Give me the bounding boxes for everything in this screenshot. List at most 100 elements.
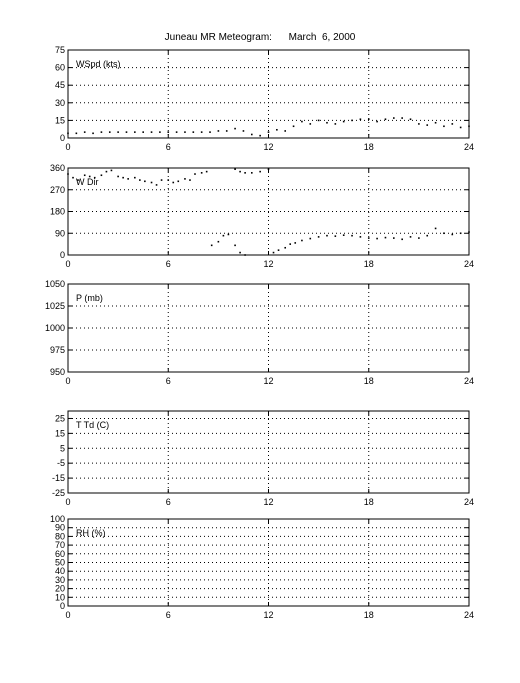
data-point (100, 131, 103, 133)
data-point (122, 176, 124, 179)
data-point (418, 237, 420, 239)
data-point (451, 123, 454, 125)
y-tick-label: 15 (55, 428, 65, 438)
data-point (227, 233, 230, 236)
data-point (172, 181, 175, 184)
x-tick-label: 0 (65, 259, 70, 269)
x-tick-label: 24 (464, 142, 474, 152)
data-point (301, 120, 303, 123)
panel-label: RH (%) (76, 528, 106, 538)
y-tick-label: 15 (55, 115, 65, 125)
x-tick-label: 12 (263, 142, 273, 152)
data-point (376, 120, 378, 123)
data-point (351, 119, 353, 122)
data-point (276, 128, 278, 131)
data-point (326, 234, 328, 237)
y-tick-label: 70 (55, 540, 65, 550)
y-tick-label: 30 (55, 575, 65, 585)
x-tick-label: 18 (364, 610, 374, 620)
data-point (259, 134, 261, 137)
y-tick-label: 950 (50, 367, 65, 377)
data-point (459, 232, 462, 235)
data-point (393, 117, 395, 119)
data-point (177, 180, 180, 183)
data-point (184, 131, 186, 133)
data-point (409, 118, 412, 121)
data-point (175, 131, 178, 133)
panel-label: P (mb) (76, 293, 103, 303)
x-tick-label: 12 (263, 259, 273, 269)
data-point (443, 125, 445, 128)
x-tick-label: 12 (263, 376, 273, 386)
data-point (134, 131, 136, 133)
x-tick-label: 24 (464, 376, 474, 386)
data-point (393, 237, 395, 239)
data-point (139, 179, 141, 181)
y-tick-label: 10 (55, 592, 65, 602)
data-point (367, 237, 370, 239)
data-point (359, 118, 362, 121)
y-tick-label: 1000 (45, 323, 65, 333)
data-point (83, 174, 86, 177)
x-tick-label: 18 (364, 376, 374, 386)
y-tick-label: 0 (60, 250, 65, 260)
y-tick-label: 40 (55, 566, 65, 576)
y-tick-label: 975 (50, 345, 65, 355)
x-tick-label: 24 (464, 259, 474, 269)
data-point (88, 175, 91, 178)
data-point (222, 234, 225, 237)
data-point (418, 123, 420, 125)
data-point (150, 131, 153, 133)
x-tick-label: 18 (364, 497, 374, 507)
data-point (167, 179, 170, 181)
data-point (334, 235, 337, 237)
data-point (205, 170, 208, 173)
x-tick-label: 0 (65, 497, 70, 507)
data-point (108, 131, 111, 133)
y-tick-label: 100 (50, 514, 65, 524)
x-tick-label: 18 (364, 142, 374, 152)
data-point (225, 130, 228, 132)
data-point (155, 184, 158, 186)
data-point (159, 131, 161, 133)
data-point (92, 132, 94, 135)
data-point (100, 174, 103, 177)
data-point (83, 131, 86, 133)
y-tick-label: -25 (52, 488, 65, 498)
x-tick-label: 24 (464, 497, 474, 507)
x-tick-label: 0 (65, 376, 70, 386)
chart-title: Juneau MR Meteogram: March 6, 2000 (164, 32, 356, 43)
x-tick-label: 6 (166, 610, 171, 620)
data-point (294, 242, 297, 244)
data-point (284, 130, 287, 132)
data-point (242, 130, 245, 132)
y-tick-label: 45 (55, 80, 65, 90)
data-point (259, 170, 261, 173)
data-point (443, 232, 445, 235)
y-tick-label: 60 (55, 549, 65, 559)
data-point (160, 179, 163, 181)
data-point (72, 176, 74, 179)
x-tick-label: 6 (166, 497, 171, 507)
y-tick-label: 20 (55, 584, 65, 594)
panel-3: 950 975 1000 1025 1050 0 6 12 18 24 P (mb) (45, 279, 474, 386)
y-tick-label: 5 (60, 443, 65, 453)
data-point (351, 234, 353, 237)
data-point (239, 251, 241, 254)
y-tick-label: 1025 (45, 301, 65, 311)
x-tick-label: 6 (166, 142, 171, 152)
data-point (244, 172, 246, 174)
data-point (117, 175, 119, 178)
y-tick-label: -15 (52, 473, 65, 483)
data-point (234, 244, 236, 247)
panel-label: W Dir (76, 177, 99, 187)
data-point (401, 238, 403, 241)
panel-label: T Td (C) (76, 420, 109, 430)
data-point (110, 169, 113, 172)
panel-label: WSpd (kts) (76, 59, 121, 69)
data-point (194, 173, 196, 175)
data-point (342, 120, 345, 123)
data-point (184, 178, 186, 180)
data-point (309, 237, 312, 240)
